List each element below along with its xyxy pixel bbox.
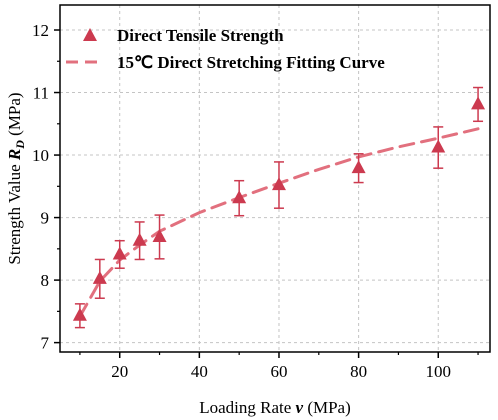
data-point	[92, 270, 107, 284]
y-axis-label: Strength Value	[5, 164, 24, 264]
y-tick-label: 11	[33, 84, 49, 103]
x-tick-label: 20	[111, 362, 128, 381]
x-axis-label: Loading Rate	[199, 398, 291, 417]
data-point	[232, 190, 247, 204]
x-tick-label: 80	[350, 362, 367, 381]
legend-label-fitting-curve: 15℃ Direct Stretching Fitting Curve	[117, 53, 385, 72]
y-tick-label: 12	[32, 21, 49, 40]
x-axis-title: Loading Rate v (MPa)	[199, 398, 351, 417]
data-point	[132, 232, 147, 246]
y-tick-label: 9	[41, 209, 50, 228]
legend-label-tensile-strength: Direct Tensile Strength	[117, 26, 284, 45]
y-tick-label: 10	[32, 146, 49, 165]
axes	[54, 4, 491, 358]
data-point	[72, 307, 87, 321]
data-point	[431, 139, 446, 153]
data-point	[152, 228, 167, 242]
data-point	[271, 177, 286, 191]
data-point	[351, 160, 366, 174]
x-tick-label: 100	[425, 362, 451, 381]
y-tick-label: 7	[41, 334, 50, 353]
plot-frame	[59, 4, 491, 353]
y-axis-title: Strength Value RD (MPa)	[5, 92, 28, 264]
legend-marker-triangle	[83, 28, 97, 41]
y-axis-subscript: D	[13, 140, 27, 150]
y-axis-symbol: R	[5, 149, 24, 161]
x-axis-unit: (MPa)	[307, 398, 350, 417]
tick-labels: 20 40 60 80 100 7 8 9 10 11 12	[32, 21, 451, 381]
data-point	[471, 96, 486, 110]
legend: Direct Tensile Strength 15℃ Direct Stret…	[66, 26, 385, 72]
x-tick-label: 60	[270, 362, 287, 381]
y-tick-label: 8	[41, 271, 50, 290]
grid-lines	[60, 5, 490, 352]
data-point	[112, 246, 127, 260]
data-points	[72, 86, 486, 329]
x-tick-label: 40	[191, 362, 208, 381]
x-axis-symbol: v	[296, 398, 304, 417]
y-axis-unit: (MPa)	[5, 92, 24, 135]
